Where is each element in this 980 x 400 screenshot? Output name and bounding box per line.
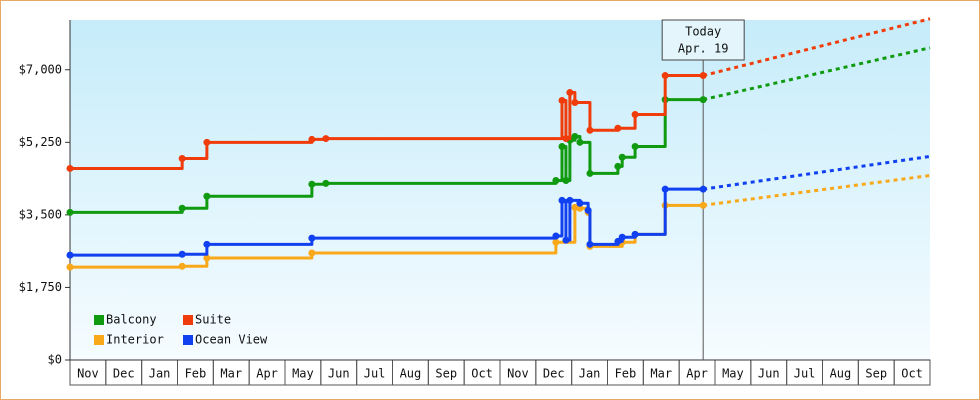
x-tick-label: May [722,367,744,381]
x-tick-label: Jun [758,367,780,381]
price-point [178,262,186,270]
legend-swatch [183,335,193,345]
x-tick-label: Dec [543,367,565,381]
x-tick-label: Oct [901,367,923,381]
y-tick-label: $5,250 [19,135,62,149]
price-point [699,72,707,80]
x-tick-label: Feb [185,367,207,381]
x-tick-label: Oct [471,367,493,381]
price-point [178,154,186,162]
x-tick-label: Jun [328,367,350,381]
price-point [584,206,592,214]
price-point [66,208,74,216]
y-tick-label: $3,500 [19,207,62,221]
legend-label: Interior [106,333,164,347]
price-point [566,196,574,204]
price-point [558,142,566,150]
price-point [614,124,622,132]
x-tick-label: Dec [113,367,135,381]
x-tick-label: Feb [615,367,637,381]
price-point [571,99,579,107]
price-point [203,192,211,200]
legend-swatch [94,315,104,325]
x-tick-label: Aug [830,367,852,381]
price-point [699,185,707,193]
y-tick-label: $7,000 [19,62,62,76]
price-point [661,72,669,80]
price-point [562,176,570,184]
x-tick-label: Nov [77,367,99,381]
legend-swatch [94,335,104,345]
price-point [562,135,570,143]
plot-area [70,20,930,360]
price-point [571,133,579,141]
x-tick-label: Aug [400,367,422,381]
legend-label: Ocean View [195,333,268,347]
price-point [552,232,560,240]
forecast-line [702,174,931,207]
x-tick-label: Mar [220,367,242,381]
price-point [66,263,74,271]
x-tick-label: Mar [650,367,672,381]
price-point [558,196,566,204]
x-tick-label: Apr [686,367,708,381]
x-tick-label: Jan [149,367,171,381]
price-point [203,138,211,146]
price-point [203,240,211,248]
price-point [322,179,330,187]
price-point [558,96,566,104]
price-point [322,135,330,143]
price-point [631,111,639,119]
today-label: Apr. 19 [678,42,729,56]
y-tick-label: $0 [48,353,62,367]
x-tick-label: Sep [435,367,457,381]
x-tick-label: Jul [364,367,386,381]
price-point [66,164,74,172]
legend-label: Suite [195,313,231,327]
y-tick-label: $1,750 [19,280,62,294]
price-point [586,126,594,134]
price-point [618,233,626,241]
forecast-line [702,17,931,78]
price-point [308,249,316,257]
price-point [586,169,594,177]
price-point [661,185,669,193]
x-tick-label: May [292,367,314,381]
forecast-line [702,154,931,191]
price-point [576,138,584,146]
price-point [699,201,707,209]
price-point [203,254,211,262]
x-tick-label: Jul [794,367,816,381]
price-point [614,162,622,170]
forecast-line [702,46,931,102]
legend-label: Balcony [106,313,157,327]
price-point [618,153,626,161]
price-point [576,199,584,207]
price-point [631,230,639,238]
legend-swatch [183,315,193,325]
price-point [308,234,316,242]
price-point [562,236,570,244]
price-point [576,204,584,212]
x-tick-label: Nov [507,367,529,381]
today-box [661,19,745,61]
price-point [552,238,560,246]
price-point [552,176,560,184]
price-point [566,89,574,97]
x-tick-label: Sep [865,367,887,381]
x-tick-label: Jan [579,367,601,381]
x-tick-label: Apr [256,367,278,381]
today-label: Today [685,25,721,39]
price-point [178,250,186,258]
price-point [308,135,316,143]
price-point [631,142,639,150]
price-point [586,240,594,248]
price-point [178,204,186,212]
price-point [66,251,74,259]
price-point [308,180,316,188]
price-point [699,96,707,104]
